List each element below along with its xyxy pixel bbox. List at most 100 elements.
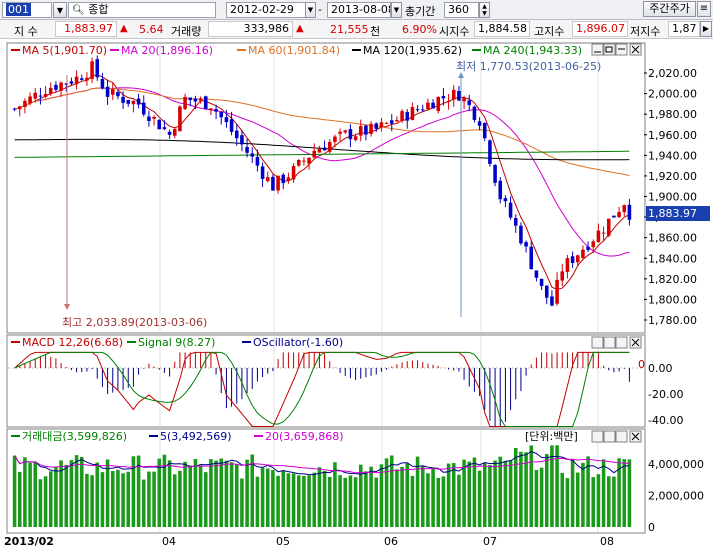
volume-bar: [405, 463, 410, 527]
quote-bar: 지 수 1,883.97 ▲ 5.64 거래량 333,986 ▲ 21,555…: [0, 20, 713, 39]
candle-body: [369, 123, 373, 134]
volume-bar: [59, 460, 63, 527]
volume-bar: [136, 455, 141, 527]
candle-body: [627, 204, 632, 220]
candle-body: [612, 215, 616, 218]
candle-body: [193, 98, 198, 102]
count-field[interactable]: 360: [444, 2, 479, 18]
settings-icon[interactable]: [615, 336, 628, 349]
candle-body: [462, 98, 466, 102]
high-annotation-text: 최고 2,033.89(2013-03-06): [62, 316, 207, 329]
candle-body: [333, 136, 337, 142]
minimize-icon[interactable]: [591, 43, 604, 56]
candle-body: [519, 225, 523, 244]
macd-panel-controls[interactable]: [591, 336, 642, 349]
candle-body: [415, 109, 420, 111]
legend-macd: MACD 12,26(6.68): [22, 336, 123, 349]
volume-ma20-line: [14, 455, 630, 474]
minimize-icon[interactable]: [591, 430, 604, 443]
candle-body: [570, 256, 575, 264]
legend-oscillator: OScillator(-1.60): [253, 336, 343, 349]
candle-body: [17, 106, 22, 110]
price-y-tick-label: 2,020.00: [648, 67, 697, 80]
candle-body: [617, 212, 621, 218]
price-y-tick-label: 1,920.00: [648, 170, 697, 183]
date-to-field[interactable]: 2013-08-08: [327, 2, 391, 18]
volume-bar: [333, 462, 337, 527]
candle-body: [317, 148, 322, 153]
chart-area[interactable]: 2,020.00 2,000.00 1,980.00 1,960.00 1,940.00…: [0, 40, 713, 548]
candle-body: [214, 109, 218, 112]
candle-body: [110, 89, 115, 95]
volume-panel-controls[interactable]: [591, 430, 642, 443]
candle-body: [203, 96, 208, 109]
volume-value: 333,986: [208, 21, 293, 37]
volume-bar: [581, 462, 585, 527]
chart-canvas[interactable]: 2,020.00 2,000.00 1,980.00 1,960.00 1,940.00…: [0, 40, 713, 548]
date-from-field[interactable]: 2012-02-29: [226, 2, 308, 18]
volume-bar: [322, 471, 327, 527]
volume-bar: [482, 462, 487, 527]
volume-bar: [384, 458, 389, 527]
volume-bar: [90, 475, 94, 527]
candle-body: [219, 112, 224, 118]
restore-icon[interactable]: [603, 336, 616, 349]
volume-bar: [302, 475, 306, 527]
volume-bar: [172, 474, 177, 527]
count-spinner[interactable]: ▲ ▼: [479, 2, 490, 18]
low-annotation-text: 최저 1,770.53(2013-06-25): [456, 60, 601, 73]
volume-bar: [178, 470, 182, 527]
candle-body: [544, 285, 549, 298]
date-to-calendar-button[interactable]: ▼: [391, 2, 402, 18]
volume-bar: [441, 476, 446, 527]
volume-bar: [152, 471, 156, 527]
quote-bar-scroll-button[interactable]: ▶: [700, 21, 712, 37]
volume-bar: [23, 457, 27, 527]
date-from-calendar-button[interactable]: ▼: [305, 2, 316, 18]
volume-panel-legend: 거래대금(3,599,826) 5(3,492,569) 20(3,659,86…: [11, 430, 578, 443]
volume-bar: [519, 451, 523, 527]
code-dropdown-button[interactable]: ▼: [53, 2, 67, 18]
low-value-text: 1,87: [672, 22, 697, 35]
candle-body: [374, 123, 379, 129]
volume-bar: [508, 460, 513, 527]
candle-body: [312, 150, 317, 158]
candle-body: [601, 232, 606, 234]
candle-body: [379, 122, 384, 128]
index-name-field[interactable]: 🔍︎ 종합: [68, 2, 216, 18]
volume-bar: [400, 466, 404, 527]
candle-body: [79, 78, 84, 80]
weekly-price-button[interactable]: 주간주가: [643, 1, 696, 17]
minimize-icon[interactable]: [591, 336, 604, 349]
candle-body: [482, 122, 487, 139]
volume-bar: [446, 463, 451, 527]
candle-body: [338, 131, 342, 134]
candle-body: [69, 81, 74, 84]
y-axis-labels: 2,020.00 2,000.00 1,980.00 1,960.00 1,940.00…: [648, 67, 704, 534]
restore-icon[interactable]: [603, 43, 616, 56]
volume-bar: [64, 464, 69, 527]
stock-code-field[interactable]: 001: [2, 2, 52, 18]
more-menu-button[interactable]: ≡: [697, 1, 711, 17]
open-label: 시지수: [439, 25, 470, 38]
candle-body: [513, 218, 518, 226]
restore-icon[interactable]: [603, 430, 616, 443]
volume-bar: [570, 459, 575, 527]
candle-body: [348, 129, 353, 140]
candle-body: [436, 97, 441, 111]
candle-body: [441, 95, 446, 99]
macd-panel-frame: [6, 334, 646, 428]
settings-icon[interactable]: [615, 430, 628, 443]
open-value-text: 1,884.58: [478, 22, 527, 35]
candle-body: [95, 59, 100, 78]
candle-body: [550, 296, 554, 306]
candle-body: [245, 147, 249, 153]
chevron-down-icon: ▼: [307, 6, 314, 14]
price-panel-controls[interactable]: [591, 43, 642, 56]
candle-body: [389, 120, 394, 124]
percent-value: 6.90%: [402, 23, 437, 36]
candle-body: [54, 84, 58, 90]
high-value: 1,896.07: [572, 21, 628, 37]
volume-y-tick-label: 2,000,000: [648, 489, 704, 502]
volume-y-tick-label: 4,000,000: [648, 458, 704, 471]
